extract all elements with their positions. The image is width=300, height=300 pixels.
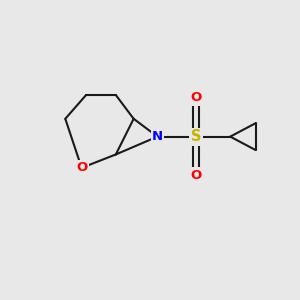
Text: O: O [190, 169, 202, 182]
Text: O: O [190, 92, 202, 104]
Text: S: S [191, 129, 201, 144]
Text: N: N [152, 130, 163, 143]
Text: O: O [76, 161, 87, 174]
